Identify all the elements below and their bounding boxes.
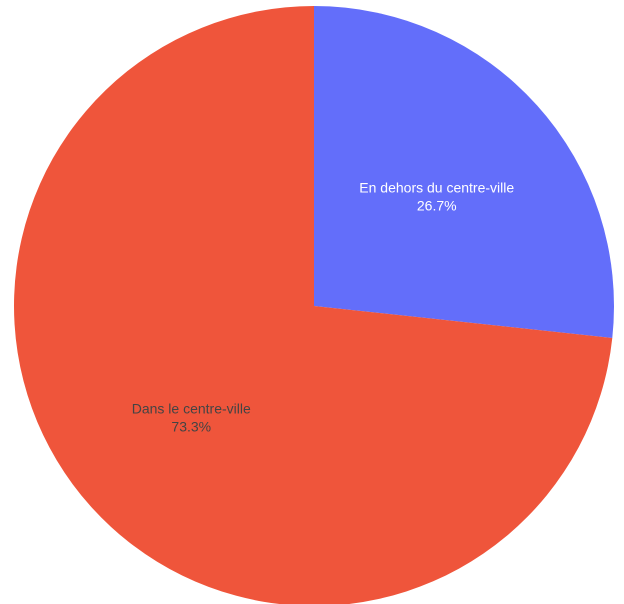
slice-percent-0: 26.7% xyxy=(417,198,457,214)
slice-label-1: Dans le centre-ville xyxy=(132,400,251,416)
pie-slice-1 xyxy=(14,6,613,604)
pie-slices xyxy=(14,6,614,604)
slice-label-0: En dehors du centre-ville xyxy=(359,180,514,196)
slice-percent-1: 73.3% xyxy=(171,418,211,434)
pie-slice-0 xyxy=(314,6,614,338)
pie-labels: En dehors du centre-ville 26.7% Dans le ce… xyxy=(132,180,515,435)
